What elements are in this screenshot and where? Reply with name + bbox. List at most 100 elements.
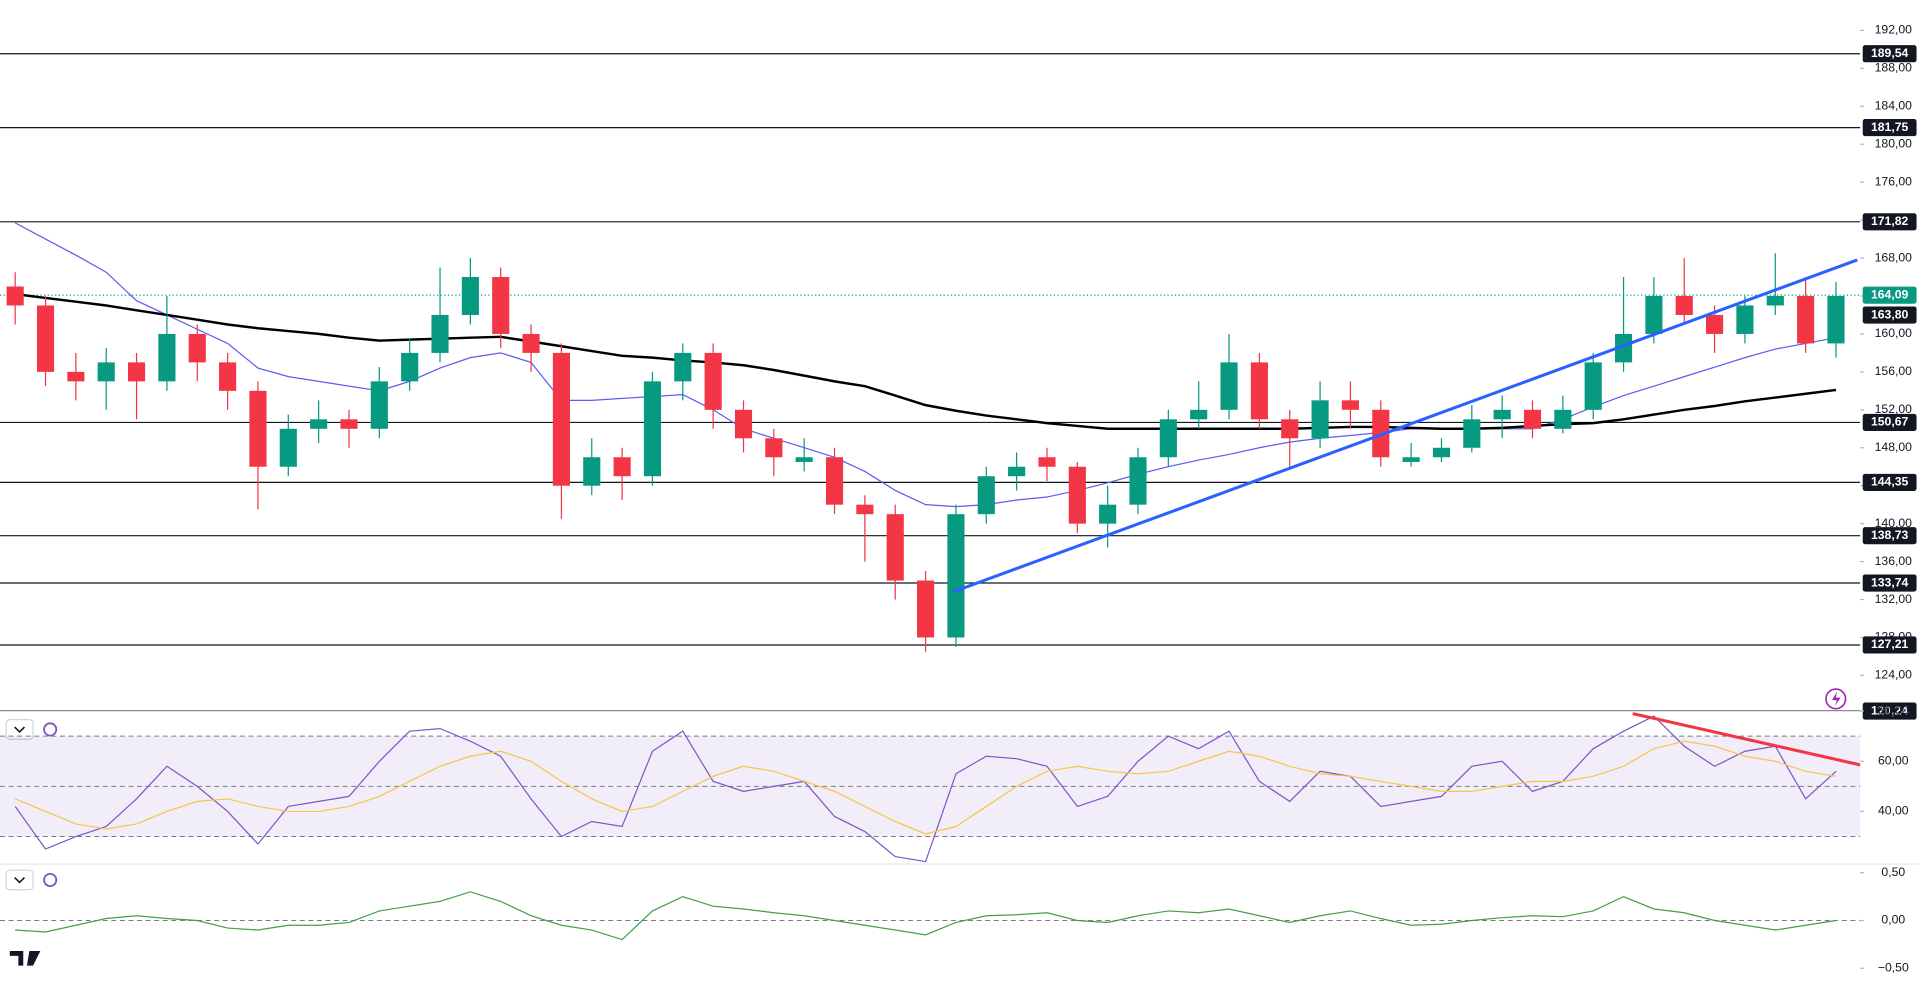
candle-body [1706,314,1724,334]
candle-body [1190,409,1208,420]
candle-body [1675,295,1693,315]
candle-body [947,514,965,638]
price-label-box [1862,574,1917,592]
y-tick-label: 0,50 [1881,865,1905,879]
logo [9,950,41,966]
candle-body [310,419,328,429]
price-label: 164,09 [1871,287,1909,301]
candle-body [643,381,662,477]
price-label: 189,54 [1871,46,1909,60]
trend-line [1632,712,1861,767]
candle-body [1797,295,1815,344]
candle-body [188,333,206,363]
price-label: 144,35 [1871,475,1909,489]
price-label: 150,67 [1871,415,1909,429]
indicator-line [14,715,1837,863]
price-label-box [1862,45,1917,63]
refresh-icon[interactable] [43,722,58,737]
y-tick-label: 160,00 [1875,326,1913,340]
candle-body [734,409,753,439]
price-axis: 124,00128,00132,00136,00140,00144,00148,… [1860,23,1917,720]
candle-body [583,457,601,486]
candle-body [1129,457,1147,505]
candle-body [1463,419,1481,448]
candle-body [856,504,874,515]
candle-body [1645,295,1663,334]
price-label-box [1862,286,1917,304]
pane-controls[interactable] [5,688,1847,891]
candle-body [127,362,146,382]
candle-body [67,371,85,382]
candle-body [552,352,570,486]
y-tick-label: 184,00 [1875,99,1913,113]
candle-body [1250,362,1268,420]
candle-body [1341,400,1359,410]
indicator-line [14,740,1837,835]
candle-body [1614,333,1633,363]
candle-body [1038,457,1056,467]
price-label: 133,74 [1871,575,1909,589]
candle-body [917,580,935,638]
candle-body [977,476,995,515]
price-axis: 0,50 0,00 −0,50 [1860,865,1909,975]
candle-body [704,352,722,410]
candle-body [886,514,904,581]
collapse-button[interactable] [5,869,34,891]
price-label-box [1862,213,1917,231]
price-label-box [1862,636,1917,654]
pane [0,53,1861,712]
candle-body [401,352,419,382]
price-label-box [1862,473,1917,491]
candle-body [1220,362,1238,410]
candle-body [1766,295,1784,306]
candle-body [249,390,267,467]
candle-body [1099,504,1117,524]
y-tick-label: 0,00 [1881,913,1905,927]
candle-body [6,286,24,306]
y-tick-label: 168,00 [1875,250,1913,264]
y-tick-label: 148,00 [1875,440,1913,454]
price-label-box [1862,119,1917,137]
candle-body [97,362,115,382]
price-label-box [1862,413,1917,432]
candle-body [1493,409,1511,420]
candle-body [1068,466,1086,524]
price-label-box [1862,527,1917,545]
trend-line [952,258,1858,594]
candle-body [1523,409,1542,429]
candle-body [1584,362,1602,410]
y-tick-label: 156,00 [1875,364,1913,378]
y-tick-label: 152,00 [1875,402,1913,416]
candle-body [1402,457,1420,462]
price-label-box [1862,306,1917,324]
price-label: 127,21 [1871,637,1909,651]
candle-body [279,428,297,467]
candle-body [1311,400,1329,439]
candle-body [219,362,237,391]
price-label: 120,24 [1871,703,1909,717]
candle-body [1159,419,1177,458]
y-tick-label: 176,00 [1875,174,1913,188]
candle-body [461,277,479,315]
chevron-icon [14,876,26,884]
collapse-button[interactable] [5,719,34,740]
refresh-icon[interactable] [43,872,58,888]
candle-body [1008,466,1026,477]
y-tick-label: 140,00 [1875,516,1913,530]
indicator-line [15,891,1837,941]
y-tick-label: 124,00 [1875,668,1913,682]
candle-body [340,419,358,429]
y-tick-label: 60,00 [1878,753,1909,767]
y-tick-label: 180,00 [1875,136,1913,150]
price-label: 138,73 [1871,528,1909,542]
y-tick-label: 136,00 [1875,554,1913,568]
y-tick-label: −0,50 [1878,961,1909,975]
candle-body [370,381,388,429]
y-tick-label: 192,00 [1875,23,1913,37]
candle-body [795,457,813,462]
candle-body [1554,409,1572,429]
candle-body [613,457,631,477]
candle-body [431,314,449,353]
